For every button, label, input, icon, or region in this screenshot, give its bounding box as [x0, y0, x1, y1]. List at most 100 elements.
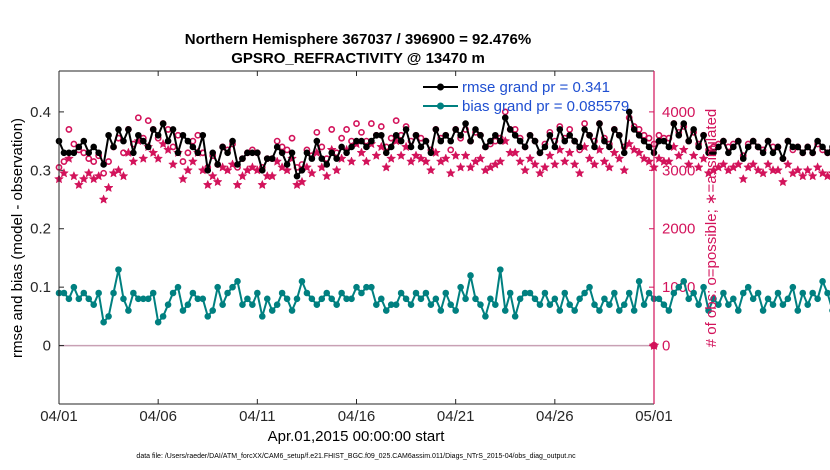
rmse-point — [392, 131, 400, 139]
rmse-point — [670, 120, 678, 127]
obs-assimilated-point — [103, 182, 114, 193]
bias-point — [120, 295, 127, 303]
bias-point — [685, 295, 693, 303]
y-tick-label-left: 0.3 — [30, 162, 51, 179]
bias-point — [640, 301, 648, 308]
rmse-point — [809, 149, 816, 157]
rmse-point — [784, 137, 792, 145]
obs-possible-point — [387, 134, 395, 142]
rmse-point — [759, 149, 767, 157]
bias-point — [467, 272, 474, 279]
obs-assimilated-point — [782, 159, 793, 169]
rmse-point — [710, 149, 717, 157]
rmse-point — [521, 143, 529, 151]
bias-point — [427, 301, 435, 308]
rmse-point — [496, 137, 504, 145]
obs-assimilated-point — [381, 162, 392, 172]
obs-assimilated-point — [619, 165, 630, 175]
rmse-point — [432, 126, 440, 133]
rmse-point — [75, 143, 83, 151]
bias-point — [511, 313, 519, 320]
rmse-point — [749, 137, 757, 145]
obs-assimilated-point — [589, 159, 600, 169]
rmse-point — [571, 137, 578, 145]
obs-assimilated-point — [267, 170, 278, 181]
rmse-point — [581, 126, 588, 133]
rmse-point — [720, 137, 727, 145]
bias-point — [422, 289, 430, 297]
bias-point — [209, 307, 217, 314]
rmse-point — [159, 120, 167, 127]
bias-point — [338, 289, 345, 297]
rmse-point — [318, 155, 326, 162]
obs-assimilated-point — [534, 167, 545, 178]
obs-assimilated-point — [564, 147, 575, 158]
rmse-point — [779, 155, 787, 162]
rmse-point — [149, 126, 157, 133]
rmse-point — [209, 149, 217, 157]
bias-point — [249, 301, 256, 308]
bias-point — [660, 301, 668, 308]
y-tick-label-left: 0.2 — [30, 221, 51, 238]
bias-point — [452, 307, 459, 314]
bias-point — [115, 266, 122, 273]
obs-assimilated-point — [539, 162, 550, 172]
rmse-point — [526, 131, 534, 139]
obs-assimilated-point — [98, 194, 109, 204]
rmse-point — [100, 161, 107, 168]
legend-marker — [437, 102, 444, 110]
rmse-point — [333, 155, 340, 162]
bias-point — [402, 295, 410, 303]
rmse-point — [382, 149, 390, 157]
bias-point — [377, 295, 385, 303]
obs-possible-point — [447, 146, 455, 154]
bias-point — [744, 283, 752, 291]
y-tick-label-left: 0 — [43, 338, 51, 355]
rmse-point — [219, 143, 226, 151]
rmse-point — [283, 161, 291, 168]
bias-point — [358, 289, 365, 297]
rmse-point — [551, 143, 559, 151]
obs-possible-point — [288, 134, 296, 142]
bias-point — [809, 289, 816, 297]
rmse-point — [412, 131, 420, 139]
rmse-point — [462, 120, 469, 127]
obs-assimilated-point — [544, 150, 555, 160]
obs-possible-point — [144, 117, 152, 125]
bias-point — [323, 289, 331, 297]
bias-point — [268, 307, 276, 314]
x-tick-label: 05/01 — [635, 408, 673, 425]
rmse-point — [407, 143, 415, 151]
obs-assimilated-point — [257, 179, 268, 190]
bias-point — [80, 289, 88, 297]
obs-assimilated-point — [510, 147, 521, 158]
x-axis-label: Apr.01,2015 00:00:00 start — [268, 428, 446, 445]
y-tick-label-right: 0 — [662, 338, 670, 355]
rmse-point — [125, 126, 132, 133]
bias-point — [774, 289, 782, 297]
rmse-point — [640, 137, 648, 145]
rmse-point — [447, 137, 455, 145]
obs-assimilated-point — [455, 162, 466, 172]
bias-point — [318, 295, 326, 303]
rmse-point — [95, 149, 102, 157]
rmse-point — [402, 126, 410, 133]
bias-point — [586, 283, 593, 291]
rmse-point — [323, 161, 331, 168]
rmse-point — [516, 137, 524, 145]
bias-point — [715, 301, 722, 308]
bias-point — [759, 307, 767, 314]
obs-possible-point — [179, 158, 187, 165]
bias-point — [749, 295, 757, 303]
y-tick-label-right: 4000 — [662, 104, 695, 121]
rmse-point — [377, 131, 385, 139]
rmse-point — [715, 143, 722, 151]
rmse-point — [804, 143, 812, 151]
rmse-point — [635, 131, 643, 139]
bias-point — [229, 283, 236, 291]
rmse-point — [536, 149, 544, 157]
obs-assimilated-point — [549, 159, 560, 169]
bias-point — [105, 313, 112, 320]
obs-assimilated-point — [460, 150, 471, 160]
obs-assimilated-point — [83, 167, 94, 178]
